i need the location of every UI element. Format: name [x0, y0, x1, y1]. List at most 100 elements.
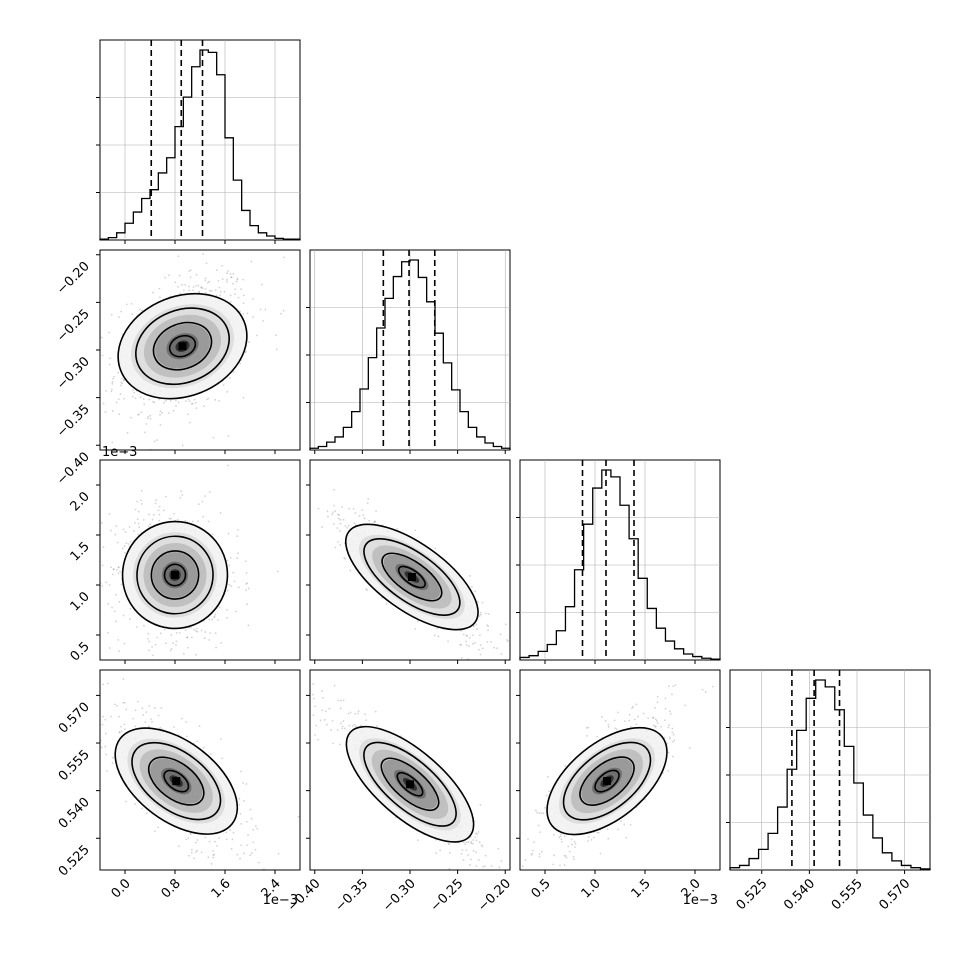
scatter-point: [312, 714, 315, 717]
scatter-point: [469, 864, 471, 866]
scatter-point: [240, 770, 242, 773]
scatter-point: [637, 715, 639, 718]
scatter-point: [97, 411, 99, 413]
scatter-point: [132, 389, 135, 391]
x-scale-label: 1e−3: [683, 893, 718, 908]
scatter-point: [242, 278, 245, 281]
scatter-point: [355, 725, 357, 728]
scatter-point: [235, 280, 238, 283]
scatter-point: [117, 566, 120, 569]
scatter-point: [190, 848, 193, 851]
scatter-point: [667, 726, 670, 729]
scatter-point: [206, 281, 209, 284]
scatter-point: [321, 709, 324, 712]
scatter-point: [195, 627, 198, 630]
scatter-point: [481, 601, 484, 604]
scatter-point: [232, 831, 235, 834]
scatter-point: [189, 832, 192, 835]
contour-line-1: [135, 307, 230, 386]
scatter-point: [97, 378, 99, 380]
x-tick-label: −0.20: [475, 876, 514, 915]
scatter-point: [213, 853, 216, 856]
scatter-point: [126, 431, 129, 434]
scatter-point: [535, 809, 537, 812]
scatter-point: [109, 357, 112, 360]
scatter-point: [607, 837, 610, 840]
scatter-point: [138, 526, 141, 528]
scatter-point: [219, 512, 222, 514]
scatter-point: [220, 738, 222, 740]
scatter-point: [168, 274, 170, 277]
scatter-point: [205, 291, 207, 294]
scatter-point: [140, 411, 143, 414]
scatter-point: [108, 584, 111, 586]
scatter-point: [353, 522, 356, 525]
scatter-point: [140, 489, 143, 492]
scatter-point: [544, 806, 546, 809]
scatter-point: [647, 717, 650, 720]
scatter-point: [465, 644, 468, 647]
scatter-point: [158, 287, 161, 290]
scatter-point: [184, 520, 187, 522]
scatter-point: [500, 860, 503, 863]
scatter-point: [518, 642, 520, 644]
scatter-point: [642, 712, 645, 715]
scatter-point: [337, 541, 339, 543]
scatter-point: [468, 645, 470, 648]
scatter-point: [175, 640, 178, 643]
scatter-point: [510, 900, 512, 902]
scatter-point: [218, 400, 220, 402]
scatter-point: [117, 572, 120, 575]
scatter-point: [117, 371, 120, 374]
scatter-point: [204, 495, 206, 497]
scatter-point: [210, 863, 213, 865]
x-scale-label: 1e−3: [263, 893, 298, 908]
scatter-point: [187, 398, 190, 401]
scatter-point: [470, 858, 472, 861]
scatter-point: [239, 857, 241, 860]
scatter-point: [170, 634, 173, 636]
scatter-point: [362, 514, 365, 517]
scatter-point: [346, 526, 349, 529]
scatter-point: [122, 678, 125, 680]
scatter-point: [336, 527, 339, 529]
scatter-point: [111, 410, 114, 412]
scatter-point: [620, 820, 623, 822]
scatter-point: [208, 618, 211, 621]
scatter-point: [339, 530, 341, 532]
scatter-point: [664, 707, 667, 710]
scatter-point: [242, 396, 245, 399]
scatter-point: [527, 838, 529, 840]
scatter-point: [134, 725, 137, 728]
scatter-point: [264, 308, 267, 311]
scatter-point: [480, 844, 483, 847]
scatter-point: [112, 573, 114, 576]
scatter-point: [104, 718, 107, 721]
contour-line-0: [345, 725, 475, 843]
scatter-point: [123, 642, 126, 645]
scatter-point: [656, 695, 659, 698]
scatter-point: [115, 620, 117, 623]
scatter-point: [205, 262, 208, 265]
scatter-point: [116, 704, 119, 707]
scatter-point: [232, 371, 235, 373]
peak-bin: [603, 777, 611, 786]
scatter-point: [229, 377, 231, 379]
scatter-point: [651, 716, 654, 719]
scatter-point: [136, 700, 139, 703]
scatter-point: [242, 313, 245, 315]
scatter-point: [496, 647, 498, 650]
scatter-point: [487, 629, 490, 632]
scatter-point: [486, 641, 489, 643]
scatter-point: [340, 699, 342, 702]
scatter-point: [206, 398, 208, 401]
scatter-point: [112, 568, 115, 571]
scatter-point: [134, 508, 137, 511]
scatter-point: [200, 286, 203, 288]
contour-line-2: [579, 756, 635, 806]
x-tick-label: 1.0: [579, 876, 604, 901]
scatter-point: [123, 397, 126, 400]
scatter-point: [113, 610, 116, 613]
scatter-point: [119, 384, 122, 387]
scatter-point: [470, 585, 473, 588]
